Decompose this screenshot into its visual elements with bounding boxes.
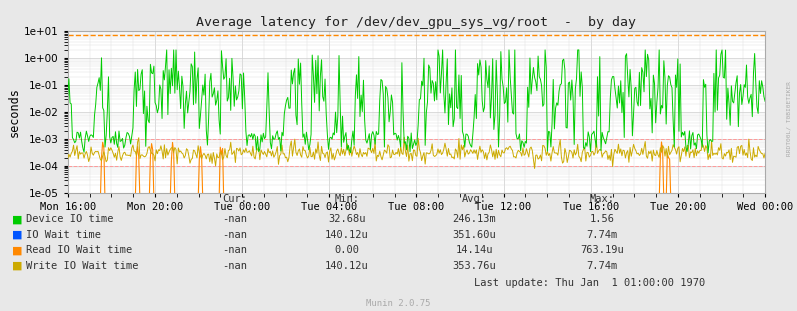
Text: Last update: Thu Jan  1 01:00:00 1970: Last update: Thu Jan 1 01:00:00 1970 [474,278,705,288]
Title: Average latency for /dev/dev_gpu_sys_vg/root  -  by day: Average latency for /dev/dev_gpu_sys_vg/… [196,16,637,29]
Text: ■: ■ [12,245,22,255]
Text: ■: ■ [12,214,22,224]
Text: -nan: -nan [222,214,248,224]
Text: 763.19u: 763.19u [580,245,623,255]
Text: Device IO time: Device IO time [26,214,113,224]
Text: Munin 2.0.75: Munin 2.0.75 [367,299,430,308]
Text: 7.74m: 7.74m [586,261,618,271]
Text: 140.12u: 140.12u [325,230,368,240]
Text: 353.76u: 353.76u [453,261,496,271]
Text: 14.14u: 14.14u [455,245,493,255]
Text: -nan: -nan [222,245,248,255]
Text: -nan: -nan [222,261,248,271]
Text: 0.00: 0.00 [334,245,359,255]
Text: 140.12u: 140.12u [325,261,368,271]
Text: -nan: -nan [222,230,248,240]
Text: Max:: Max: [589,194,614,204]
Text: 246.13m: 246.13m [453,214,496,224]
Text: 1.56: 1.56 [589,214,614,224]
Text: ■: ■ [12,230,22,240]
Y-axis label: seconds: seconds [8,87,22,137]
Text: Cur:: Cur: [222,194,248,204]
Text: Write IO Wait time: Write IO Wait time [26,261,138,271]
Text: ■: ■ [12,261,22,271]
Text: 32.68u: 32.68u [328,214,366,224]
Text: 7.74m: 7.74m [586,230,618,240]
Text: 351.60u: 351.60u [453,230,496,240]
Text: Read IO Wait time: Read IO Wait time [26,245,132,255]
Text: Avg:: Avg: [461,194,487,204]
Text: Min:: Min: [334,194,359,204]
Text: IO Wait time: IO Wait time [26,230,100,240]
Text: RRDT00L/ T0BI0ETIKER: RRDT00L/ T0BI0ETIKER [787,81,791,156]
